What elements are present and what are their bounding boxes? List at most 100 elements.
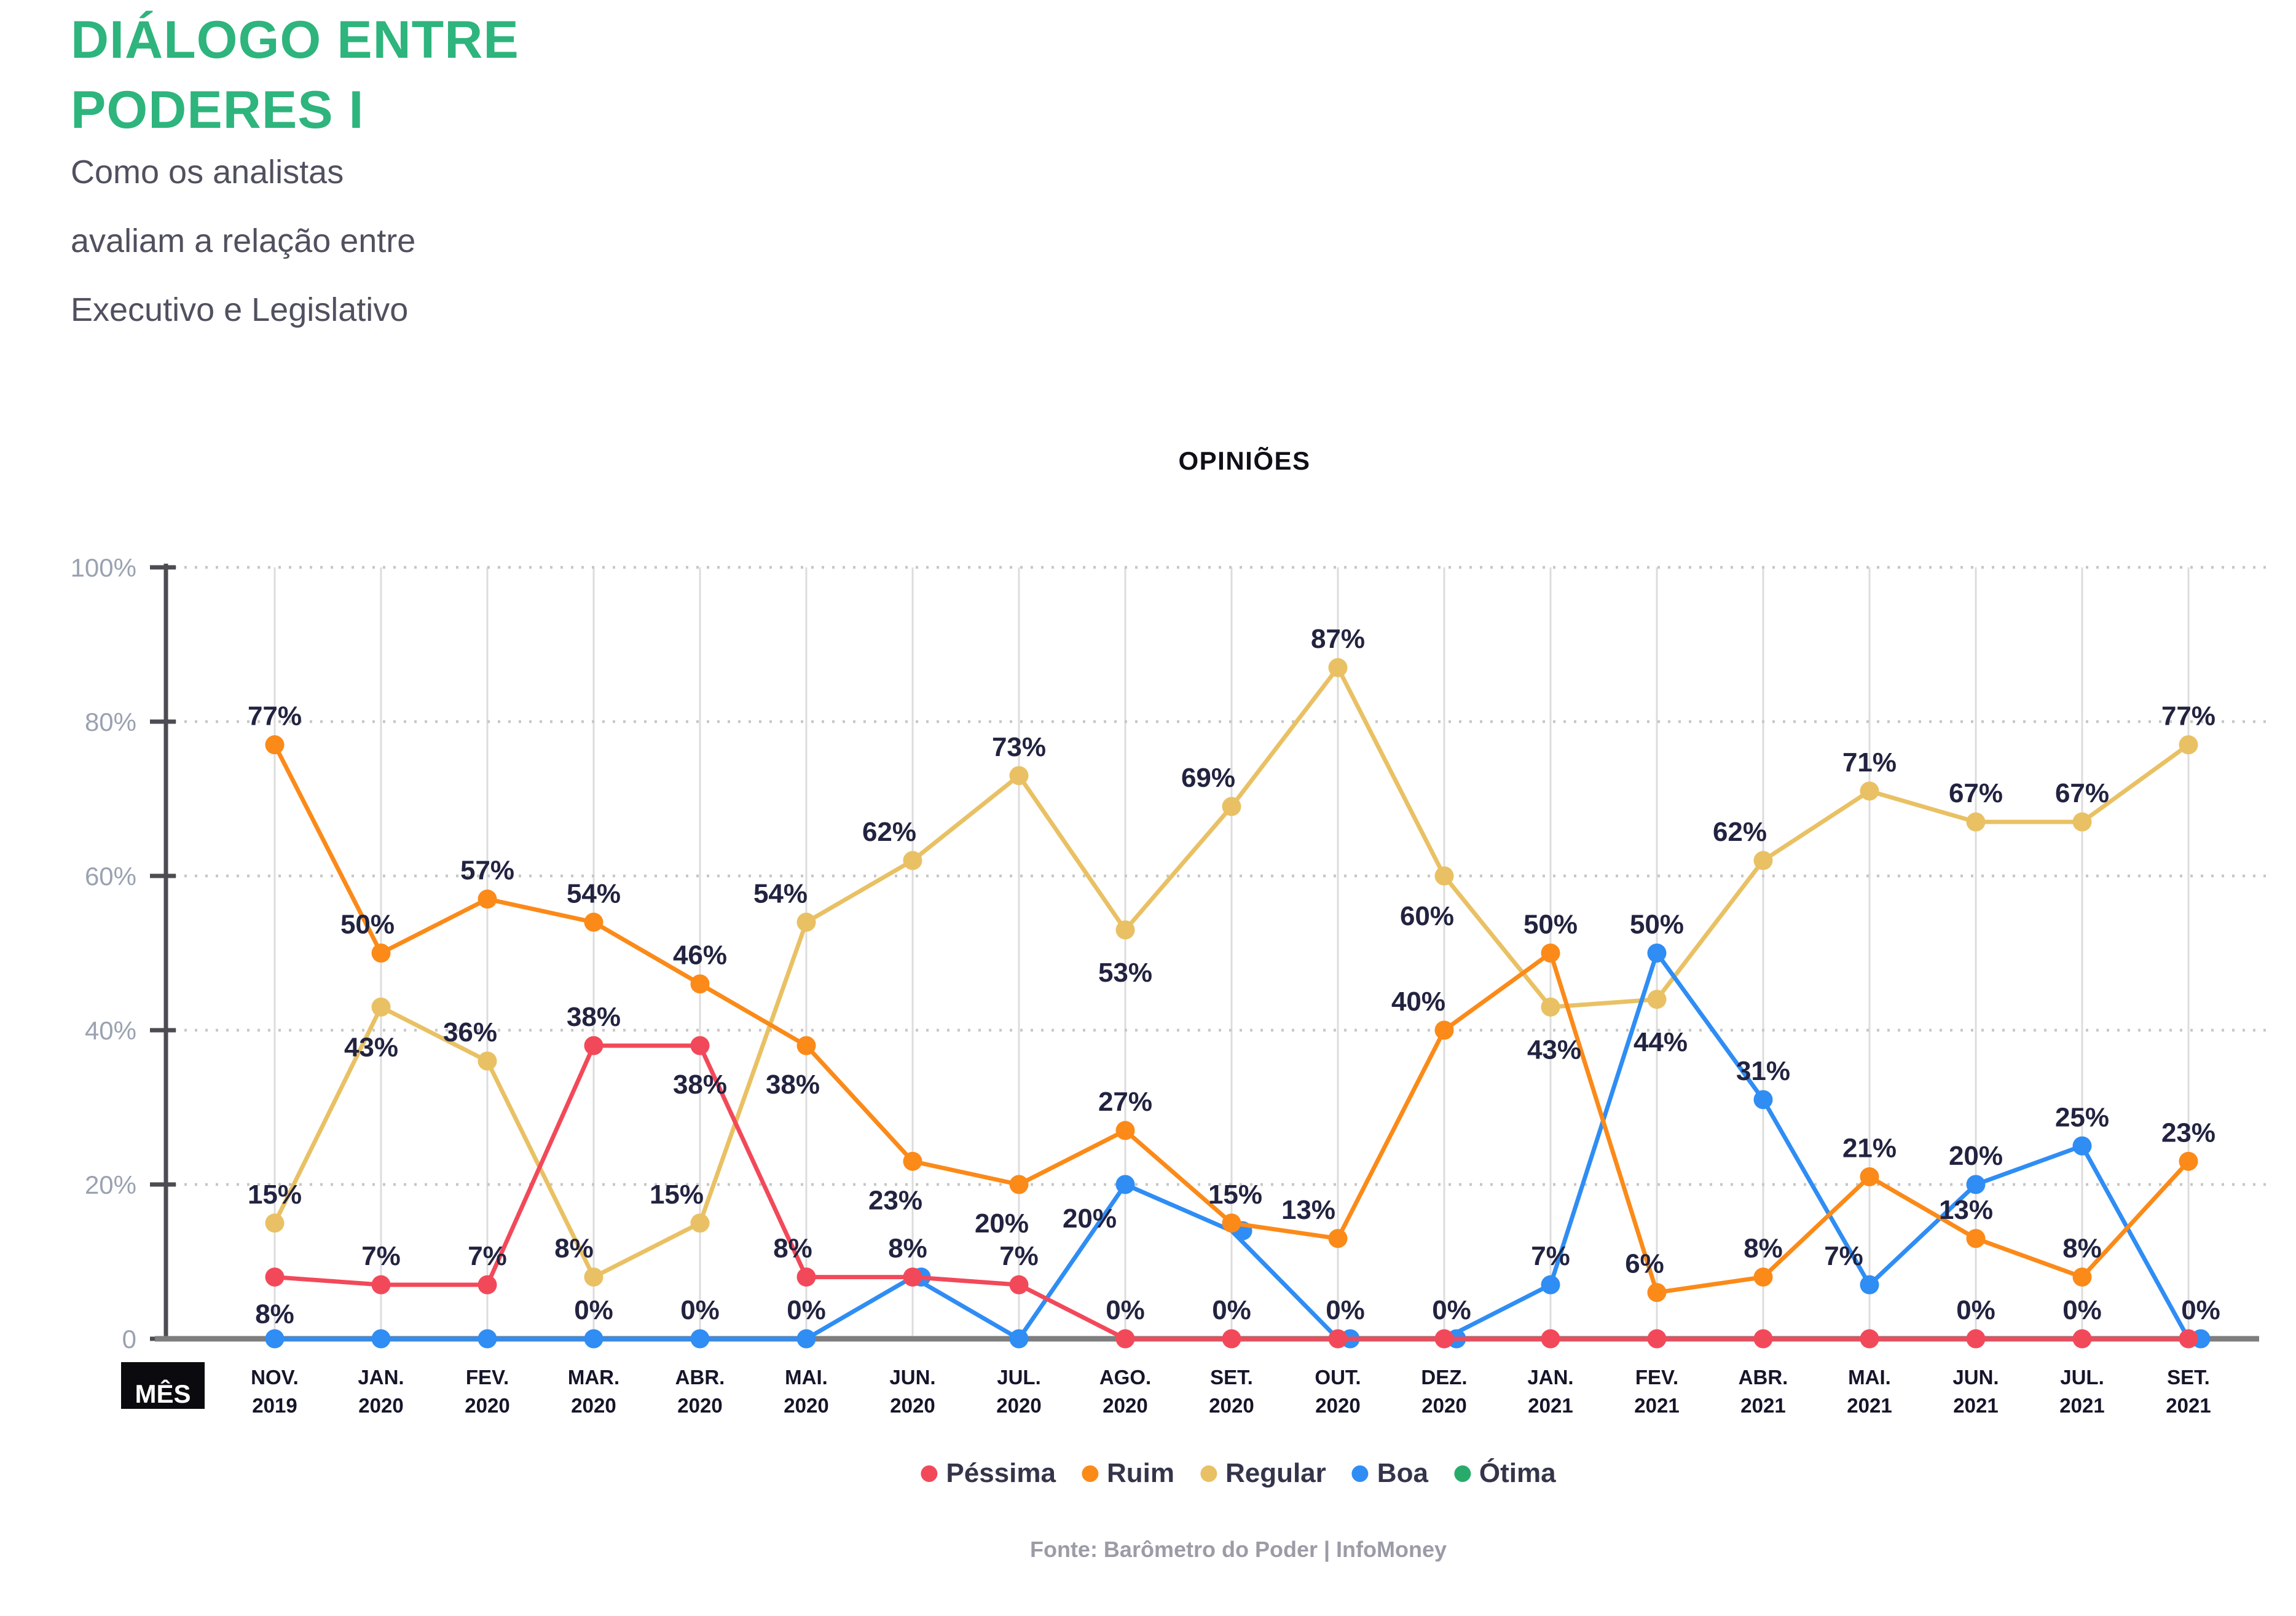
legend-label: Ótima <box>1479 1458 1556 1488</box>
value-label-Ruim: 27% <box>1098 1087 1152 1117</box>
value-label-Péssima: 0% <box>1326 1295 1365 1325</box>
value-label-Ruim: 13% <box>1281 1195 1335 1225</box>
data-point-Péssima <box>584 1036 603 1055</box>
legend-color-dot-icon <box>1200 1465 1217 1482</box>
month-label-year: 2020 <box>677 1394 722 1417</box>
value-label-Regular: 43% <box>1527 1035 1581 1065</box>
value-label-Boa: 25% <box>2055 1102 2109 1132</box>
data-point-Ruim <box>1647 1283 1667 1303</box>
data-point-Ruim <box>371 944 391 963</box>
value-label-Ruim: 50% <box>1523 910 1578 940</box>
value-label-Ruim: 57% <box>460 856 514 886</box>
month-label-year: 2021 <box>2166 1394 2211 1417</box>
data-point-Boa <box>690 1329 710 1349</box>
data-point-Ruim <box>1966 1229 1986 1248</box>
month-label-year: 2019 <box>252 1394 297 1417</box>
legend-label: Regular <box>1225 1458 1326 1488</box>
data-point-Regular <box>1541 997 1560 1017</box>
data-point-Péssima <box>2072 1329 2092 1349</box>
legend-label: Ruim <box>1106 1458 1174 1488</box>
data-point-Regular <box>265 1213 285 1233</box>
value-label-Boa: 0% <box>680 1295 720 1325</box>
month-label-year: 2020 <box>1421 1394 1466 1417</box>
value-label-Péssima: 7% <box>999 1241 1039 1271</box>
title-line-1: DIÁLOGO ENTRE <box>71 10 519 69</box>
month-label: JUL. <box>2060 1366 2104 1389</box>
data-point-Regular <box>584 1267 603 1287</box>
legend-label: Péssima <box>946 1458 1056 1488</box>
legend-item-regular: Regular <box>1200 1458 1326 1489</box>
value-label-Péssima: 0% <box>1106 1295 1145 1325</box>
data-point-Péssima <box>1434 1329 1454 1349</box>
data-point-Péssima <box>1647 1329 1667 1349</box>
month-label-year: 2020 <box>1209 1394 1254 1417</box>
data-point-Regular <box>1328 658 1348 677</box>
month-label-year: 2021 <box>2059 1394 2104 1417</box>
value-label-Boa: 20% <box>1063 1204 1117 1234</box>
subtitle-line-3: Executivo e Legislativo <box>71 291 409 328</box>
month-label: OUT. <box>1315 1366 1361 1389</box>
data-point-Ruim <box>1009 1175 1029 1194</box>
value-label-Ruim: 38% <box>766 1070 820 1100</box>
value-label-Ruim: 50% <box>340 910 395 940</box>
value-label-Péssima: 8% <box>255 1299 294 1330</box>
data-point-Regular <box>2072 812 2092 832</box>
legend-item-ruim: Ruim <box>1081 1458 1174 1489</box>
legend-color-dot-icon <box>1453 1465 1471 1482</box>
value-label-Boa: 0% <box>574 1295 613 1325</box>
data-point-Ruim <box>265 735 285 755</box>
value-label-Ruim: 15% <box>1208 1180 1262 1210</box>
data-point-Regular <box>690 1213 710 1233</box>
value-label-Regular: 67% <box>2055 778 2109 808</box>
y-tick-label: 0 <box>122 1325 136 1354</box>
month-label-year: 2020 <box>1315 1394 1360 1417</box>
data-point-Regular <box>1115 920 1135 940</box>
value-label-Regular: 15% <box>248 1180 302 1210</box>
data-point-Ruim <box>1434 1020 1454 1040</box>
month-label: JAN. <box>1527 1366 1573 1389</box>
month-label: SET. <box>1210 1366 1253 1389</box>
mes-axis-label-box <box>121 1362 205 1409</box>
value-label-Péssima: 0% <box>1432 1295 1471 1325</box>
data-point-Ruim <box>1222 1213 1241 1233</box>
value-label-Péssima: 8% <box>888 1234 927 1264</box>
value-label-Péssima: 7% <box>361 1241 401 1271</box>
data-point-Péssima <box>1115 1329 1135 1349</box>
chart-title: OPINIÕES <box>1178 446 1311 475</box>
data-point-Péssima <box>265 1267 285 1287</box>
value-label-Péssima: 0% <box>2062 1295 2102 1325</box>
month-label: NOV. <box>251 1366 299 1389</box>
value-label-Regular: 77% <box>2161 701 2215 731</box>
value-label-Ruim: 23% <box>868 1185 922 1215</box>
data-point-Péssima <box>1009 1275 1029 1295</box>
value-label-Ruim: 6% <box>1625 1249 1664 1279</box>
y-tick-label: 20% <box>85 1170 136 1199</box>
value-label-Regular: 73% <box>992 732 1046 762</box>
data-point-Regular <box>1647 990 1667 1009</box>
value-label-Regular: 62% <box>1713 817 1767 847</box>
data-point-Ruim <box>796 1036 816 1055</box>
value-label-Ruim: 13% <box>1939 1195 1993 1225</box>
data-point-Regular <box>796 912 816 932</box>
month-label-year: 2021 <box>1634 1394 1679 1417</box>
value-label-Ruim: 8% <box>1744 1234 1783 1264</box>
subtitle-line-1: Como os analistas <box>71 154 344 191</box>
data-point-Ruim <box>1115 1121 1135 1140</box>
data-point-Boa <box>1860 1275 1879 1295</box>
month-label-year: 2020 <box>1103 1394 1147 1417</box>
legend-item-otima: Ótima <box>1453 1458 1556 1489</box>
value-label-Péssima: 38% <box>673 1070 727 1100</box>
month-label-year: 2021 <box>1740 1394 1785 1417</box>
data-point-Péssima <box>796 1267 816 1287</box>
data-point-Ruim <box>690 974 710 994</box>
value-label-Boa: 31% <box>1736 1056 1790 1086</box>
value-label-Regular: 53% <box>1098 958 1152 988</box>
data-point-Regular <box>1860 781 1879 801</box>
y-tick-label: 80% <box>85 707 136 736</box>
month-label-year: 2020 <box>465 1394 509 1417</box>
month-label-year: 2020 <box>890 1394 935 1417</box>
value-label-Regular: 62% <box>862 817 916 847</box>
data-point-Péssima <box>1860 1329 1879 1349</box>
data-point-Regular <box>1753 851 1773 870</box>
